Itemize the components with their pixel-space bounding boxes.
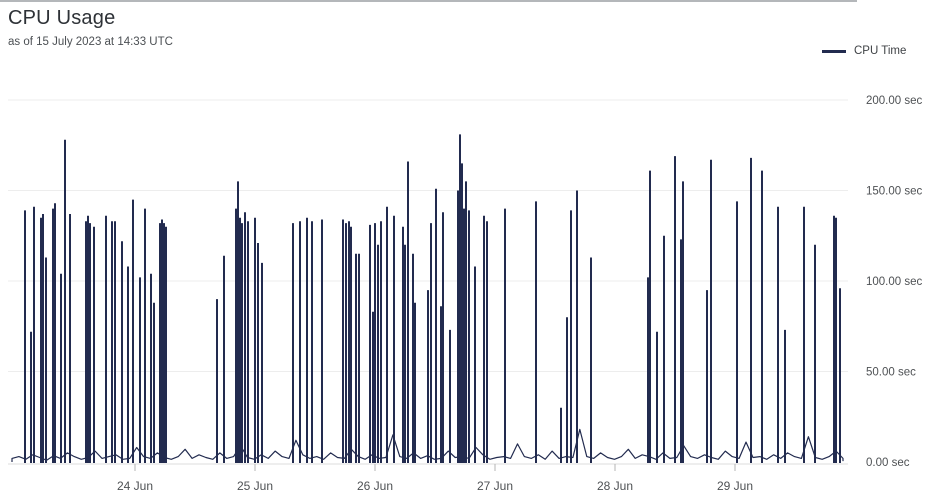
- x-axis-label: 28 Jun: [597, 479, 633, 493]
- y-axis-label: 100.00 sec: [866, 276, 923, 288]
- page-title: CPU Usage: [8, 7, 116, 29]
- legend: CPU Time: [822, 45, 906, 57]
- page-subtitle: as of 15 July 2023 at 14:33 UTC: [8, 36, 173, 48]
- y-axis-label: 50.00 sec: [866, 367, 916, 379]
- x-axis-label: 29 Jun: [717, 479, 753, 493]
- legend-label: CPU Time: [854, 45, 907, 57]
- x-axis-label: 24 Jun: [117, 479, 153, 493]
- y-axis-label: 0.00 sec: [866, 457, 910, 469]
- y-axis-label: 200.00 sec: [866, 95, 923, 107]
- top-divider: [0, 0, 857, 2]
- cpu-time-spikes: [24, 134, 841, 463]
- x-axis-label: 27 Jun: [477, 479, 513, 493]
- x-axis-label: 25 Jun: [237, 479, 273, 493]
- y-axis-label: 150.00 sec: [866, 186, 923, 198]
- legend-line-swatch-icon: [822, 49, 846, 53]
- x-axis-label: 26 Jun: [357, 479, 393, 493]
